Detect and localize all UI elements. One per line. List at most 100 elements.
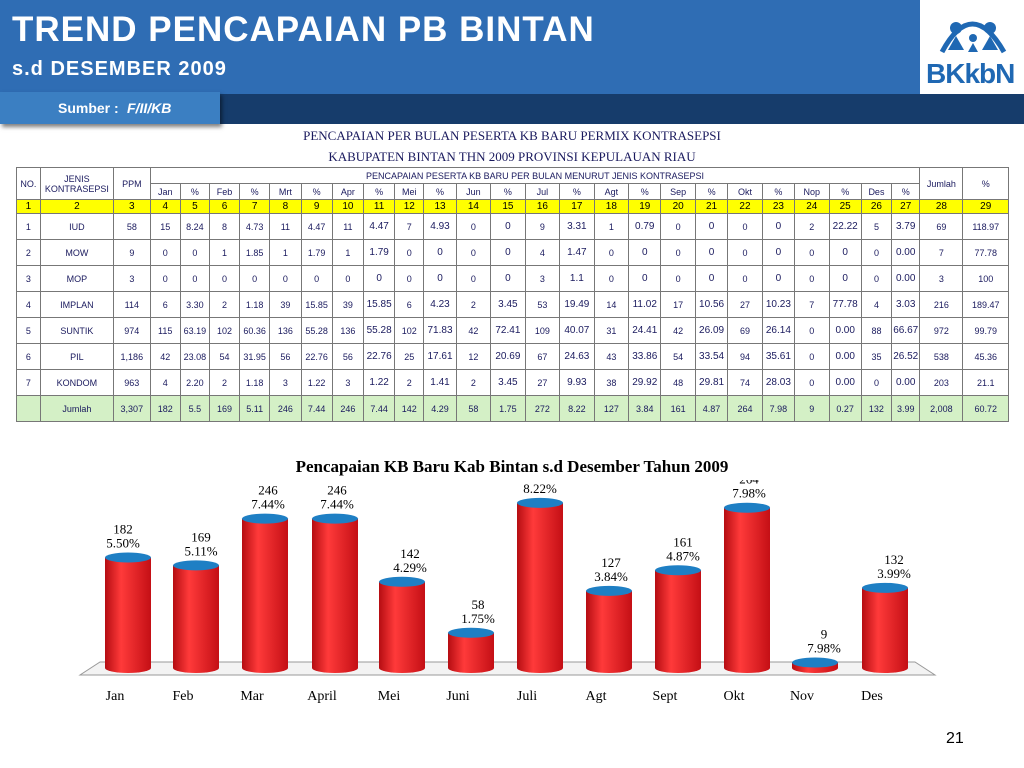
total-cell: 4.87: [694, 395, 729, 422]
table-cell: 15.85: [362, 291, 396, 318]
month-subheader: %: [490, 183, 526, 200]
month-subheader: Mei: [394, 183, 425, 200]
table-cell: 538: [919, 343, 964, 370]
table-cell: 0: [727, 239, 763, 266]
page-title: TREND PENCAPAIAN PB BINTAN: [12, 10, 595, 49]
table-cell: 0: [490, 213, 526, 240]
table-cell: 8.24: [179, 213, 210, 240]
bar: [173, 565, 219, 673]
total-cell: 4.29: [423, 395, 457, 422]
category-label: Mei: [378, 689, 401, 704]
table-cell: 24.41: [628, 317, 662, 344]
column-number: 15: [490, 199, 526, 214]
table-cell: 0: [455, 239, 492, 266]
bar-cap: [448, 627, 494, 638]
month-subheader: %: [362, 183, 396, 200]
table-cell: 0: [727, 213, 763, 240]
logo-text: BKkbN: [926, 58, 1015, 89]
percent-label: 3.99%: [877, 566, 911, 581]
table-cell: 66.67: [891, 317, 921, 344]
table-cell: 102: [394, 317, 425, 344]
table-cell: 53: [524, 291, 561, 318]
table-cell: 48: [660, 369, 696, 396]
table-cell: 3.45: [490, 369, 526, 396]
table-cell: 26.52: [891, 343, 921, 370]
table-cell: 0.00: [891, 369, 921, 396]
table-cell: 0: [490, 265, 526, 292]
table-cell: 0: [694, 213, 729, 240]
column-number: 22: [727, 199, 763, 214]
month-subheader: Des: [860, 183, 893, 200]
bar-cap: [105, 552, 151, 563]
table-title-1: PENCAPAIAN PER BULAN PESERTA KB BARU PER…: [303, 128, 721, 143]
table-cell: 45.36: [962, 343, 1009, 370]
column-number: 24: [794, 199, 830, 214]
table-cell: 0: [208, 265, 241, 292]
table-cell: 72.41: [490, 317, 526, 344]
table-cell: 3: [919, 265, 964, 292]
month-subheader: %: [239, 183, 271, 200]
table-cell: 216: [919, 291, 964, 318]
column-number: 19: [628, 199, 662, 214]
value-label: 264: [739, 480, 759, 487]
value-label: 161: [673, 534, 693, 549]
table-cell: 0: [660, 265, 696, 292]
table-cell: 7: [794, 291, 830, 318]
total-cell: 0.27: [828, 395, 862, 422]
table-cell: 0: [179, 265, 210, 292]
table-cell: 71.83: [423, 317, 457, 344]
table-cell: 2: [794, 213, 830, 240]
percent-label: 7.98%: [807, 641, 841, 656]
table-cell: 39: [269, 291, 302, 318]
table-cell: IMPLAN: [39, 291, 115, 318]
table-cell: 4: [16, 291, 41, 318]
percent-label: 5.11%: [184, 543, 217, 558]
table-row: 7 KONDOM 963 4 2.20 2 1.18 3 1.22 3 1.22 2 1.41 2 3.45…: [16, 369, 1009, 396]
table-cell: 189.47: [962, 291, 1009, 318]
column-number: 10: [331, 199, 365, 214]
table-cell: 12: [455, 343, 492, 370]
total-cell: 8.22: [559, 395, 595, 422]
data-table: NO. JENIS KONTRASEPSI PPM PENCAPAIAN PES…: [16, 167, 1009, 422]
table-cell: IUD: [39, 213, 115, 240]
table-cell: 24.63: [559, 343, 595, 370]
value-label: 142: [400, 546, 420, 561]
table-cell: 3.03: [891, 291, 921, 318]
table-cell: PIL: [39, 343, 115, 370]
percent-label: 4.29%: [393, 560, 427, 575]
source-value: F/II/KB: [127, 100, 172, 116]
table-cell: 0.79: [628, 213, 662, 240]
category-label: Juni: [446, 689, 469, 704]
bar-chart: 1825.50%Jan1695.11%Feb2467.44%Mar2467.44…: [78, 480, 937, 704]
table-cell: 0: [660, 239, 696, 266]
total-cell: 7.98: [761, 395, 796, 422]
table-cell: 0.00: [891, 239, 921, 266]
table-cell: 1: [593, 213, 630, 240]
table-cell: MOW: [39, 239, 115, 266]
percent-label: 7.44%: [320, 497, 354, 512]
table-cell: 67: [524, 343, 561, 370]
value-label: 132: [884, 552, 904, 567]
table-cell: 56: [331, 343, 365, 370]
column-number: 9: [300, 199, 333, 214]
table-cell: 1.1: [559, 265, 595, 292]
table-cell: 3.79: [891, 213, 921, 240]
value-label: 182: [113, 522, 133, 537]
table-cell: 0: [794, 343, 830, 370]
table-cell: 2: [455, 291, 492, 318]
table-cell: 1.41: [423, 369, 457, 396]
table-cell: 10.56: [694, 291, 729, 318]
table-cell: 23.08: [179, 343, 210, 370]
table-cell: 60.36: [239, 317, 271, 344]
percent-label: 7.44%: [251, 497, 285, 512]
table-cell: 20.69: [490, 343, 526, 370]
col-jenis-header: JENIS KONTRASEPSI: [39, 167, 115, 200]
table-cell: 55.28: [300, 317, 333, 344]
family-people-icon: [939, 21, 1007, 54]
table-cell: 974: [113, 317, 151, 344]
table-cell: 972: [919, 317, 964, 344]
table-cell: 1.79: [300, 239, 333, 266]
table-cell: 136: [331, 317, 365, 344]
table-cell: 28.03: [761, 369, 796, 396]
table-cell: 0: [239, 265, 271, 292]
